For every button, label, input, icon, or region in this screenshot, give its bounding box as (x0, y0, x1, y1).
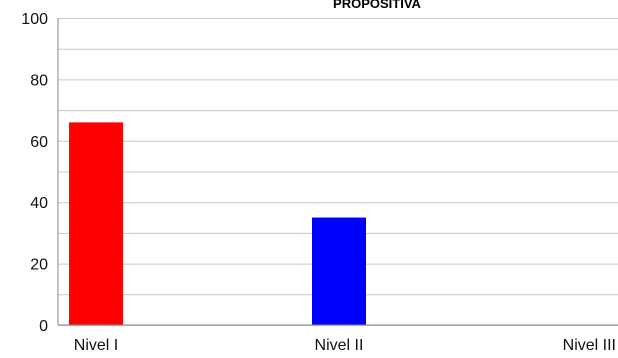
y-tick-label: 40 (30, 195, 48, 212)
y-tick-label: 80 (30, 72, 48, 89)
bar-nivel-ii (312, 217, 366, 325)
y-tick-labels: 0 20 40 60 80 100 (21, 11, 48, 335)
x-tick-labels: Nivel I Nivel II Nivel III (74, 337, 616, 354)
x-tick-label: Nivel I (74, 337, 118, 354)
y-tick-label: 20 (30, 257, 48, 274)
bar-nivel-i (69, 122, 123, 325)
y-tick-label: 60 (30, 134, 48, 151)
chart-title: PROPOSITIVA (333, 0, 421, 11)
x-tick-label: Nivel II (315, 337, 364, 354)
bars (69, 122, 366, 325)
gridlines (58, 18, 618, 326)
y-tick-label: 0 (39, 318, 48, 335)
axes (57, 18, 618, 326)
x-tick-label: Nivel III (563, 337, 616, 354)
y-tick-label: 100 (21, 11, 48, 28)
